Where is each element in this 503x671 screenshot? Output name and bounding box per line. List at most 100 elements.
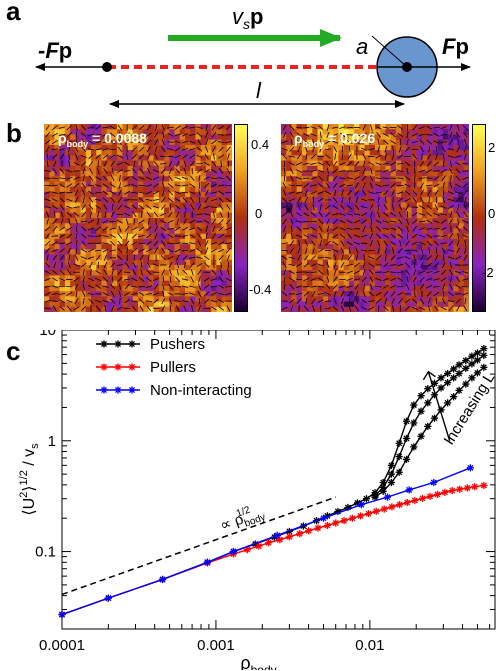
heatmap-cell	[406, 233, 413, 240]
heatmap-cell	[200, 306, 207, 312]
heatmap-cell	[432, 129, 439, 136]
heatmap-cell	[75, 129, 82, 136]
heatmap-cell	[143, 186, 150, 193]
heatmap-cell	[200, 238, 207, 245]
heatmap-cell	[281, 176, 287, 183]
heatmap-cell	[91, 181, 97, 188]
director-segment	[58, 292, 66, 295]
heatmap-cell	[111, 150, 118, 156]
director-segment	[362, 189, 367, 196]
heatmap-cell	[442, 291, 449, 297]
heatmap-cell	[138, 171, 144, 177]
heatmap-cell	[437, 233, 444, 240]
heatmap-cell	[101, 285, 108, 292]
heatmap-cell	[106, 270, 113, 277]
heatmap-cell	[437, 160, 444, 167]
heatmap-cell	[174, 181, 181, 188]
heatmap-cell	[195, 228, 202, 235]
director-segment	[44, 198, 51, 202]
director-segment	[52, 125, 58, 130]
director-segment	[88, 197, 94, 203]
heatmap-cell	[44, 249, 50, 256]
heatmap-cell	[148, 197, 155, 203]
director-segment	[368, 161, 375, 166]
heatmap-cell	[395, 150, 402, 156]
heatmap-cell	[205, 186, 212, 193]
director-segment	[382, 162, 390, 165]
heatmap-cell	[395, 244, 402, 250]
heatmap-cell	[132, 259, 139, 266]
heatmap-cell	[427, 249, 434, 256]
heatmap-cell	[354, 296, 360, 303]
heatmap-cell	[164, 160, 170, 167]
director-segment	[346, 285, 353, 288]
heatmap-cell	[117, 186, 123, 193]
heatmap-cell	[416, 212, 423, 219]
director-segment	[282, 233, 287, 240]
heatmap-cell	[442, 160, 449, 167]
director-segment	[420, 182, 424, 189]
director-segment	[406, 167, 409, 175]
heatmap-cell	[174, 150, 181, 156]
heatmap-cell	[380, 280, 387, 287]
heatmap-cell	[190, 207, 197, 214]
director-segment	[346, 126, 353, 129]
heatmap-cell	[286, 275, 293, 282]
heatmap-cell	[281, 134, 287, 141]
director-segment	[89, 167, 93, 175]
director-segment	[146, 124, 152, 131]
heatmap-cell	[416, 233, 423, 240]
heatmap-cell	[96, 233, 103, 240]
heatmap-cell	[96, 296, 103, 303]
director-segment	[218, 190, 225, 195]
heatmap-cell	[96, 254, 103, 261]
director-segment	[131, 154, 137, 160]
heatmap-cell	[307, 285, 313, 292]
director-segment	[397, 169, 404, 173]
heatmap-cell	[85, 207, 92, 214]
heatmap-cell	[390, 176, 397, 183]
data-point	[265, 539, 273, 547]
director-segment	[174, 248, 181, 253]
heatmap-cell	[111, 176, 118, 183]
power-law-line	[61, 496, 336, 596]
heatmap-cell	[85, 265, 92, 271]
heatmap-cell	[54, 176, 61, 183]
heatmap-cell	[416, 150, 423, 156]
heatmap-cell	[312, 165, 319, 172]
heatmap-cell	[463, 244, 469, 250]
heatmap-cell	[385, 181, 392, 188]
director-segment	[75, 240, 78, 247]
director-segment	[282, 153, 287, 160]
heatmap-cell	[395, 191, 402, 198]
heatmap-cell	[226, 129, 232, 136]
heatmap-cell	[75, 306, 82, 312]
data-point	[58, 610, 66, 619]
director-segment	[283, 276, 286, 283]
heatmap-cell	[164, 254, 170, 261]
director-segment	[411, 140, 418, 144]
heatmap-cell	[185, 124, 191, 130]
heatmap-cell	[138, 176, 144, 183]
heatmap-cell	[354, 259, 360, 266]
heatmap-cell	[395, 212, 402, 219]
director-segment	[82, 167, 85, 175]
heatmap-cell	[448, 155, 454, 162]
director-segment	[189, 161, 195, 167]
director-segment	[348, 247, 351, 254]
heatmap-cell	[458, 275, 465, 282]
heatmap-cell	[101, 259, 108, 266]
heatmap-cell	[127, 233, 134, 240]
director-segment	[297, 146, 301, 153]
heatmap-cell	[106, 144, 113, 151]
heatmap-cell	[96, 202, 103, 209]
heatmap-cell	[143, 265, 150, 271]
heatmap-cell	[307, 301, 313, 308]
heatmap-cell	[216, 275, 223, 282]
heatmap-cell	[49, 270, 56, 277]
heatmap-cell	[127, 259, 134, 266]
heatmap-cell	[221, 223, 228, 230]
data-point	[229, 547, 238, 556]
director-segment	[327, 269, 329, 276]
heatmap-cell	[174, 139, 181, 146]
